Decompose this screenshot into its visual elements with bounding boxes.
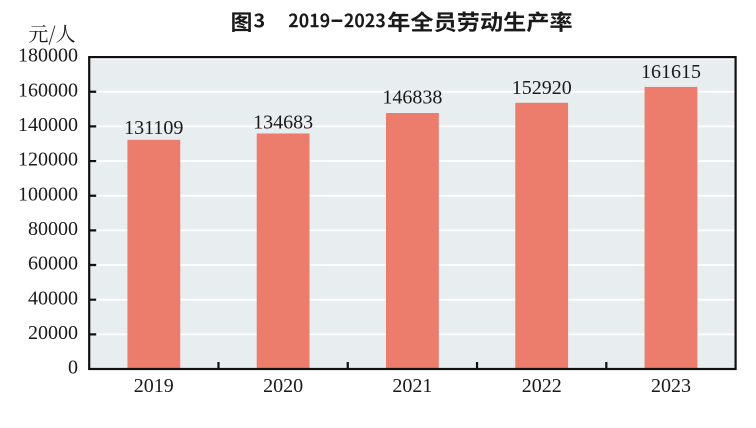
svg-text:2020: 2020 [263, 375, 303, 397]
svg-text:20000: 20000 [28, 322, 78, 344]
svg-text:2023: 2023 [651, 375, 691, 397]
svg-text:160000: 160000 [18, 79, 78, 101]
svg-text:120000: 120000 [18, 149, 78, 171]
svg-text:146838: 146838 [382, 86, 442, 108]
svg-text:0: 0 [68, 357, 78, 379]
svg-text:80000: 80000 [28, 218, 78, 240]
svg-text:131109: 131109 [124, 117, 183, 139]
svg-text:60000: 60000 [28, 253, 78, 275]
svg-text:40000: 40000 [28, 287, 78, 309]
svg-text:161615: 161615 [641, 61, 701, 83]
svg-text:2019: 2019 [134, 375, 174, 397]
svg-text:134683: 134683 [253, 112, 313, 134]
svg-text:180000: 180000 [18, 45, 78, 67]
svg-text:140000: 140000 [18, 114, 78, 136]
svg-text:2022: 2022 [522, 375, 562, 397]
svg-text:152920: 152920 [512, 77, 572, 99]
svg-text:2021: 2021 [392, 375, 432, 397]
svg-text:100000: 100000 [18, 183, 78, 205]
